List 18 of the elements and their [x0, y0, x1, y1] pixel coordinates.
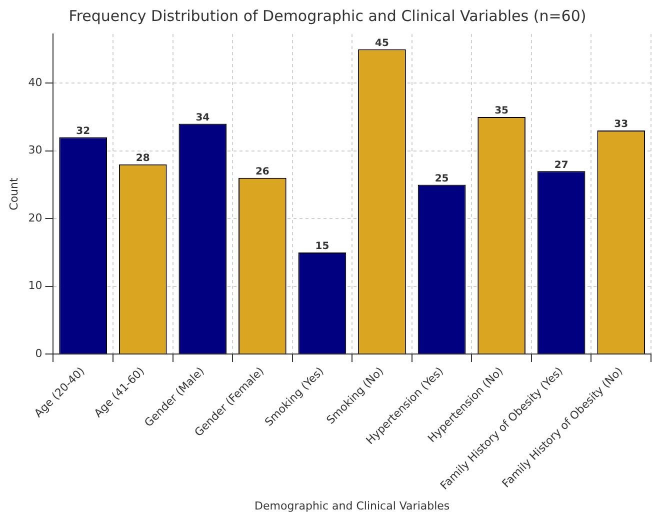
y-axis-title: Count [7, 177, 20, 210]
data-label: 34 [196, 112, 210, 124]
data-label: 32 [76, 126, 90, 137]
data-label: 25 [434, 173, 449, 184]
y-tick-label: 0 [35, 346, 42, 360]
y-tick-label: 40 [28, 76, 42, 89]
x-axis-title: Demographic and Clinical Variables [254, 499, 450, 512]
data-label: 33 [614, 119, 628, 130]
data-label: 27 [554, 160, 568, 171]
data-label: 28 [136, 152, 150, 164]
y-tick-label: 20 [28, 211, 42, 224]
data-label: 15 [315, 241, 330, 252]
chart-title: Frequency Distribution of Demographic and Clinical Variables (n=60) [68, 6, 586, 25]
data-label: 45 [375, 38, 389, 49]
y-tick-label: 10 [28, 279, 42, 292]
data-label: 26 [255, 166, 270, 178]
y-tick-label: 30 [28, 144, 42, 157]
data-label: 35 [494, 106, 509, 117]
